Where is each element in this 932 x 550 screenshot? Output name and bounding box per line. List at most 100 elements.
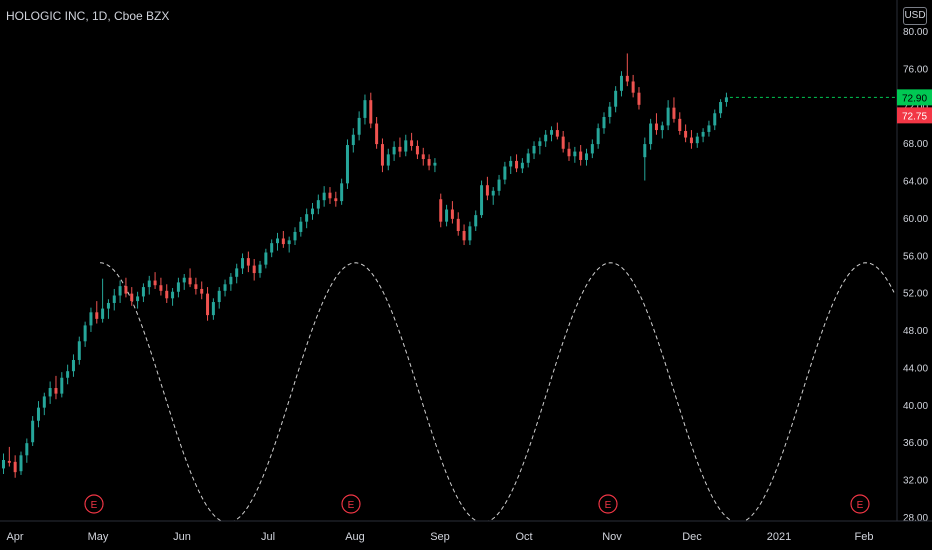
candle (71, 354, 75, 377)
price-tick-label: 52.00 (903, 289, 928, 300)
candle (462, 224, 466, 246)
candle (684, 124, 688, 143)
time-tick-label: 2021 (767, 531, 791, 543)
candle (724, 92, 728, 107)
candle (281, 231, 285, 248)
svg-text:E: E (348, 500, 355, 511)
candle (188, 268, 192, 288)
price-tick-label: 44.00 (903, 363, 928, 374)
candle (60, 372, 64, 398)
candle (276, 232, 280, 251)
candle (7, 446, 11, 467)
price-axis[interactable]: 80.00 76.00 72.00 68.00 64.00 60.00 56.00 52.00… (896, 0, 928, 524)
candle (573, 146, 577, 163)
candle (643, 137, 647, 181)
candle (293, 227, 297, 246)
candle (567, 142, 571, 161)
time-axis[interactable]: Apr May Jun Jul Aug Sep Oct Nov Dec 2021 Feb (0, 520, 932, 543)
candle (555, 122, 559, 140)
candle (19, 451, 23, 475)
candle (707, 120, 711, 137)
candle (136, 291, 140, 309)
candle (310, 202, 314, 220)
candle (415, 140, 419, 160)
candle (398, 137, 402, 158)
candle (89, 307, 93, 332)
candle (153, 272, 157, 289)
candle (386, 148, 390, 171)
candle (550, 126, 554, 142)
candle (689, 130, 693, 149)
candle (345, 139, 349, 189)
candle (631, 74, 635, 98)
candle (713, 109, 717, 131)
time-tick-label: Dec (682, 531, 702, 543)
time-tick-label: Aug (345, 531, 365, 543)
candle (404, 134, 408, 157)
candle (101, 278, 105, 323)
candle (614, 86, 618, 113)
candle (299, 216, 303, 237)
time-tick-label: Jun (173, 531, 191, 543)
time-tick-label: Jul (261, 531, 275, 543)
candle (194, 277, 198, 295)
earnings-marker[interactable]: E (341, 494, 361, 514)
last-price-label: 72.90 (897, 89, 932, 106)
candle (427, 154, 431, 171)
earnings-marker[interactable]: E (850, 494, 870, 514)
time-tick-label: Apr (6, 531, 23, 543)
candle (206, 287, 210, 321)
candle (678, 112, 682, 135)
candle (182, 274, 186, 290)
candle (491, 187, 495, 205)
candle (124, 277, 128, 298)
candle (147, 275, 151, 295)
candle (439, 193, 443, 228)
candle (83, 321, 87, 347)
candle (619, 71, 623, 97)
candle (241, 253, 245, 274)
candle (54, 375, 58, 400)
earnings-marker[interactable]: E (84, 494, 104, 514)
candle (719, 99, 723, 118)
candle (596, 123, 600, 149)
candle (252, 259, 256, 281)
candle (602, 112, 606, 134)
candle (340, 178, 344, 205)
candle (305, 208, 309, 229)
candle (211, 298, 215, 320)
candle (375, 116, 379, 149)
candle (77, 336, 81, 365)
candle (171, 288, 175, 306)
price-tick-label: 36.00 (903, 438, 928, 449)
candle (31, 416, 35, 446)
price-tick-label: 68.00 (903, 139, 928, 150)
candle (316, 194, 320, 215)
candle (334, 191, 338, 207)
candle (258, 260, 262, 278)
currency-button[interactable]: USD (903, 7, 927, 25)
candle (2, 453, 5, 475)
candle (287, 236, 291, 253)
candle (357, 111, 361, 141)
candle (654, 113, 658, 135)
candle (433, 158, 437, 173)
svg-text:72.90: 72.90 (902, 93, 927, 104)
candle (25, 438, 29, 463)
candle (590, 139, 594, 159)
candle (322, 186, 326, 207)
candle (474, 210, 478, 232)
svg-text:E: E (605, 500, 612, 511)
candle (468, 221, 472, 246)
candle (328, 187, 332, 204)
candle (380, 138, 384, 173)
candle (13, 455, 17, 478)
earnings-marker[interactable]: E (598, 494, 618, 514)
chart-title: HOLOGIC INC, 1D, Cboe BZX (6, 9, 170, 23)
candle (270, 239, 274, 258)
candle (229, 273, 233, 291)
candle (561, 131, 565, 153)
time-tick-label: Sep (430, 531, 450, 543)
